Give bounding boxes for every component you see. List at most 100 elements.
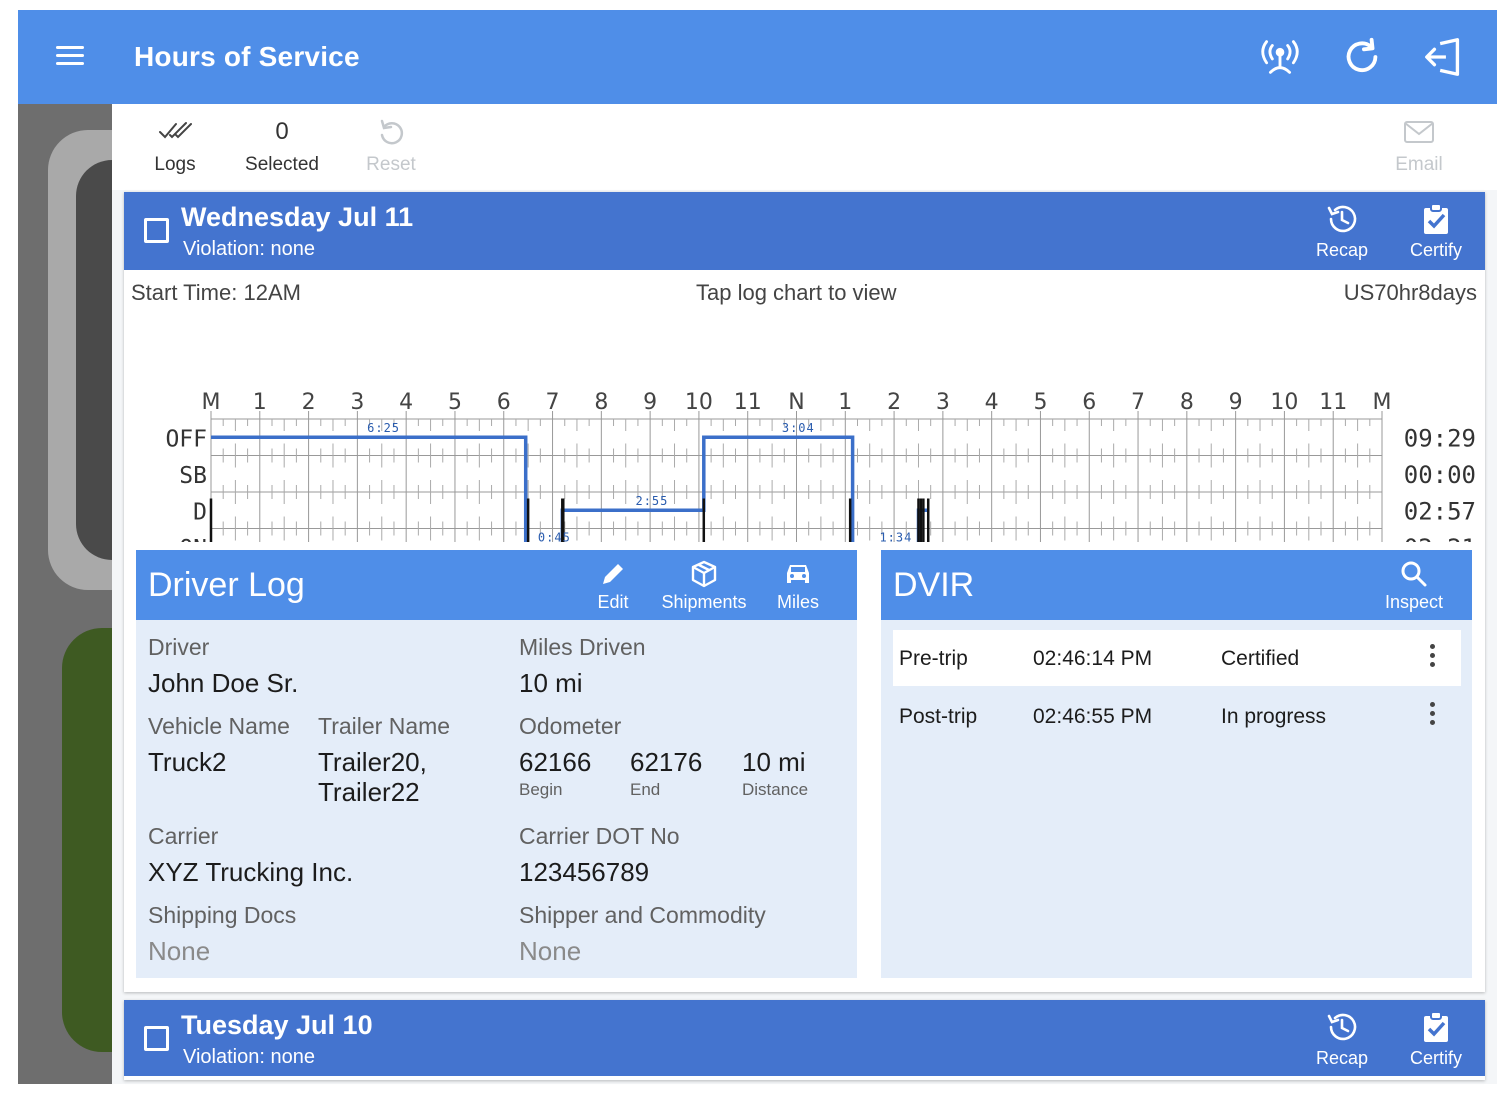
- undo-icon: [362, 116, 420, 148]
- refresh-icon[interactable]: [1339, 34, 1385, 80]
- car-icon: [787, 565, 809, 583]
- trailer-name-line2: Trailer22: [318, 777, 420, 807]
- chart-status-label: OFF: [165, 426, 207, 452]
- odometer-distance-label: Distance: [742, 780, 809, 799]
- dvir-type: Pre-trip: [899, 647, 968, 670]
- main-content: Logs 0 Selected Reset Email: [112, 104, 1497, 1084]
- day-violation: Violation: none: [183, 1046, 315, 1068]
- chart-hour-label: 8: [594, 390, 608, 415]
- chart-hour-label: 3: [350, 390, 364, 415]
- chart-duration-label: 2:55: [635, 494, 668, 508]
- reset-button[interactable]: Reset: [362, 116, 420, 176]
- dvir-title: DVIR: [893, 566, 975, 604]
- dvir-type: Post-trip: [899, 705, 978, 728]
- shipping-docs-label: Shipping Docs: [148, 902, 297, 928]
- chart-hour-label: M: [1373, 390, 1392, 415]
- chart-duration-label: 1:34: [879, 531, 912, 543]
- clipboard-check-icon: [1424, 203, 1448, 234]
- inspect-button[interactable]: Inspect: [1381, 558, 1447, 613]
- history-icon: [1327, 205, 1357, 233]
- recap-button[interactable]: Recap: [1302, 1010, 1382, 1069]
- chart-hour-label: 8: [1180, 390, 1194, 415]
- more-vert-icon[interactable]: [1427, 702, 1437, 730]
- chart-status-label: SB: [179, 463, 207, 489]
- menu-icon[interactable]: [54, 42, 104, 72]
- pencil-icon: [603, 564, 623, 584]
- reset-label: Reset: [366, 154, 416, 175]
- chart-status-label: ON: [179, 536, 207, 542]
- certify-label: Certify: [1409, 1048, 1462, 1068]
- dvir-status: In progress: [1221, 705, 1327, 728]
- chart-hour-label: N: [788, 390, 804, 415]
- odometer-label: Odometer: [519, 713, 622, 739]
- selected-label: Selected: [245, 154, 319, 175]
- clipboard-check-icon: [1424, 1011, 1448, 1042]
- package-icon: [691, 560, 717, 588]
- chart-hour-label: 10: [685, 390, 713, 415]
- selected-counter: 0 Selected: [242, 116, 322, 176]
- edit-button[interactable]: Edit: [588, 558, 638, 613]
- odometer-distance: 10 mi: [742, 747, 806, 777]
- driver-log-panel: Driver Log Edit Shipments: [136, 550, 857, 978]
- chart-hour-label: 10: [1270, 390, 1298, 415]
- carrier-dot-label: Carrier DOT No: [519, 823, 680, 849]
- chart-status-total: 02:21: [1404, 534, 1476, 542]
- chart-hour-label: 6: [497, 390, 511, 415]
- recap-button[interactable]: Recap: [1302, 202, 1382, 261]
- log-chart[interactable]: M 1 2 3 4 5 6 7 8 9 10 11 N 1 2 3 4 5 6 7 8 9 10 11 M OFF 09:29 SB 0…: [124, 322, 1485, 542]
- chart-hour-label: 6: [1082, 390, 1096, 415]
- day-select-checkbox[interactable]: [144, 1026, 169, 1051]
- miles-button[interactable]: Miles: [774, 558, 822, 613]
- chart-duration-label: 0:45: [538, 531, 571, 543]
- inspect-label: Inspect: [1384, 592, 1444, 612]
- day-header: Tuesday Jul 10 Violation: none Recap Cer…: [124, 1000, 1485, 1076]
- odometer-end: 62176: [630, 747, 703, 777]
- chart-hour-label: 4: [399, 390, 413, 415]
- day-log-card: Wednesday Jul 11 Violation: none Recap C…: [124, 192, 1485, 992]
- dvir-header: DVIR Inspect: [881, 550, 1472, 620]
- day-date: Tuesday Jul 10: [181, 1010, 373, 1040]
- dvir-row[interactable]: Post-trip 02:46:55 PM In progress: [893, 688, 1461, 744]
- email-icon: [1390, 116, 1448, 148]
- dvir-time: 02:46:55 PM: [1033, 705, 1153, 728]
- app-title: Hours of Service: [134, 41, 360, 72]
- ruleset: US70hr8days: [1343, 280, 1477, 305]
- shipments-label: Shipments: [661, 592, 747, 612]
- logout-icon[interactable]: [1421, 34, 1467, 80]
- carrier-label: Carrier: [148, 823, 219, 849]
- dvir-time: 02:46:14 PM: [1033, 647, 1153, 670]
- trailer-name-label: Trailer Name: [318, 713, 451, 739]
- chart-hour-label: 5: [448, 390, 462, 415]
- more-vert-icon[interactable]: [1427, 644, 1437, 672]
- miles-label: Miles: [776, 592, 819, 612]
- day-violation: Violation: none: [183, 238, 315, 260]
- start-time: Start Time: 12AM: [131, 280, 301, 305]
- history-icon: [1327, 1013, 1357, 1041]
- certify-button[interactable]: Certify: [1396, 1010, 1476, 1069]
- odometer-begin: 62166: [519, 747, 592, 777]
- shipping-docs-value: None: [148, 936, 211, 966]
- email-button[interactable]: Email: [1390, 116, 1448, 176]
- chart-hour-label: M: [202, 390, 221, 415]
- driver-log-header: Driver Log Edit Shipments: [136, 550, 857, 620]
- certify-button[interactable]: Certify: [1396, 202, 1476, 261]
- chart-hour-label: 1: [838, 390, 852, 415]
- wifi-antenna-icon[interactable]: [1257, 34, 1303, 80]
- recap-label: Recap: [1315, 240, 1369, 260]
- day-select-checkbox[interactable]: [144, 218, 169, 243]
- miles-driven-value: 10 mi: [519, 668, 583, 698]
- day-date: Wednesday Jul 11: [181, 202, 414, 232]
- miles-driven-label: Miles Driven: [519, 634, 646, 660]
- chart-hour-label: 1: [253, 390, 267, 415]
- dvir-row[interactable]: Pre-trip 02:46:14 PM Certified: [893, 630, 1461, 686]
- email-label: Email: [1395, 154, 1443, 175]
- dvir-status: Certified: [1221, 647, 1300, 670]
- chart-hour-label: 2: [887, 390, 901, 415]
- chart-status-total: 09:29: [1404, 424, 1476, 452]
- shipments-button[interactable]: Shipments: [660, 558, 748, 613]
- logs-button[interactable]: Logs: [148, 116, 202, 176]
- search-icon: [1401, 561, 1427, 587]
- chart-hour-label: 7: [546, 390, 560, 415]
- recap-label: Recap: [1315, 1048, 1369, 1068]
- driver-log-title: Driver Log: [148, 566, 305, 604]
